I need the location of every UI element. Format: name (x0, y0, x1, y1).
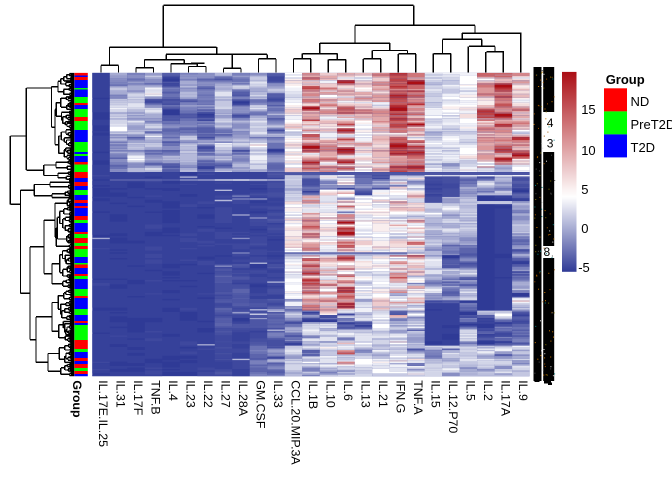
svg-text:5: 5 (581, 182, 588, 197)
svg-text:IL.17F: IL.17F (131, 380, 145, 416)
svg-text:CCL.20.MIP.3A: CCL.20.MIP.3A (289, 380, 303, 465)
svg-text:IL.21: IL.21 (376, 380, 390, 408)
svg-text:IL.10: IL.10 (323, 380, 337, 408)
svg-text:Group: Group (70, 380, 84, 418)
svg-text:IL.33: IL.33 (271, 380, 285, 408)
svg-text:IL.31: IL.31 (114, 380, 128, 408)
svg-text:0: 0 (581, 221, 588, 236)
svg-text:IL.5: IL.5 (463, 380, 477, 401)
svg-text:IFN.G: IFN.G (393, 380, 407, 413)
svg-text:4: 4 (547, 116, 554, 130)
svg-text:8: 8 (544, 245, 551, 259)
svg-text:10: 10 (581, 143, 595, 158)
svg-text:Group: Group (606, 72, 645, 87)
svg-text:15: 15 (581, 102, 595, 117)
svg-text:GM.CSF: GM.CSF (254, 380, 268, 429)
svg-text:PreT2D: PreT2D (631, 117, 672, 132)
svg-text:IL.2: IL.2 (481, 380, 495, 401)
svg-text:IL.22: IL.22 (201, 380, 215, 408)
svg-text:IL.17A: IL.17A (498, 380, 512, 417)
svg-text:T2D: T2D (631, 140, 656, 155)
svg-text:-5: -5 (578, 260, 590, 275)
svg-text:IL.15: IL.15 (428, 380, 442, 408)
svg-text:ND: ND (631, 94, 650, 109)
svg-text:IL.9: IL.9 (516, 380, 530, 401)
svg-text:IL.13: IL.13 (358, 380, 372, 408)
svg-text:IL.23: IL.23 (184, 380, 198, 408)
svg-text:TNF.B: TNF.B (149, 380, 163, 414)
svg-text:TNF.A: TNF.A (411, 380, 425, 415)
svg-text:IL.28A: IL.28A (236, 380, 250, 417)
svg-text:IL.1B: IL.1B (306, 380, 320, 409)
svg-text:IL.4: IL.4 (166, 380, 180, 401)
svg-text:IL.27: IL.27 (219, 380, 233, 408)
svg-text:3: 3 (547, 137, 554, 151)
svg-text:IL.6: IL.6 (341, 380, 355, 401)
svg-text:IL.12.P70: IL.12.P70 (446, 380, 460, 433)
svg-text:IL.17E.IL.25: IL.17E.IL.25 (96, 380, 110, 447)
